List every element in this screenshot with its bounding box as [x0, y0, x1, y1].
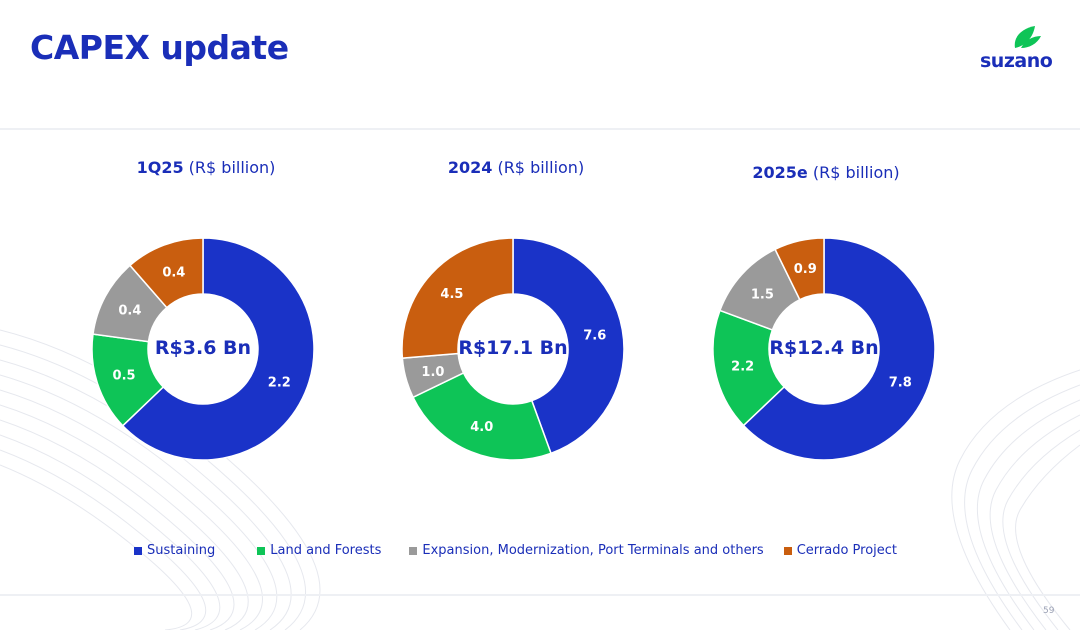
data-label-cerrado: 0.9: [794, 262, 817, 277]
donut-slice-cerrado: [128, 237, 204, 309]
legend-item-sustaining: Sustaining: [134, 543, 215, 558]
data-label-sustaining: 7.8: [889, 376, 912, 391]
data-label-cerrado: 0.4: [162, 265, 185, 280]
legend-item-expansion: Expansion, Modernization, Port Terminals…: [409, 543, 764, 558]
chart-title-unit: (R$ billion): [497, 158, 585, 177]
data-label-expansion: 0.4: [118, 304, 141, 319]
page-title: CAPEX update: [30, 28, 289, 67]
legend-label: Expansion, Modernization, Port Terminals…: [422, 543, 764, 558]
data-label-land-forests: 2.2: [731, 360, 754, 375]
chart-title-period: 1Q25: [136, 158, 184, 177]
legend-label: Sustaining: [147, 543, 216, 558]
chart-legend: Sustaining Land and Forests Expansion, M…: [134, 543, 917, 558]
chart-title-unit: (R$ billion): [812, 163, 900, 182]
divider-top: [0, 128, 1080, 130]
legend-item-cerrado: Cerrado Project: [783, 543, 898, 558]
data-label-land-forests: 4.0: [470, 420, 493, 435]
legend-swatch: [783, 546, 792, 555]
legend-item-land-forests: Land and Forests: [257, 543, 381, 558]
data-label-land-forests: 0.5: [113, 369, 136, 384]
donut-slice-land-forests: [412, 371, 552, 461]
chart-title-2025e: 2025e (R$ billion): [752, 163, 899, 182]
donut-slice-cerrado: [401, 237, 514, 359]
donut-slice-sustaining: [512, 237, 625, 455]
chart-title-period: 2024: [447, 158, 493, 177]
donut-slice-land-forests: [712, 309, 786, 427]
center-label-1q25: R$3.6 Bn: [154, 337, 252, 359]
data-label-expansion: 1.0: [421, 365, 444, 380]
donut-slice-cerrado: [774, 237, 825, 301]
chart-title-unit: (R$ billion): [188, 158, 276, 177]
data-label-sustaining: 7.6: [583, 329, 606, 344]
chart-title-period: 2025e: [752, 163, 808, 182]
brand-logo: suzano: [980, 50, 1053, 72]
donut-slice-sustaining: [742, 237, 936, 461]
legend-label: Land and Forests: [270, 543, 382, 558]
chart-title-2024: 2024 (R$ billion): [448, 158, 584, 177]
chart-title-1q25: 1Q25 (R$ billion): [137, 158, 276, 177]
suzano-leaf-icon: [1014, 26, 1041, 48]
center-label-2024: R$17.1 Bn: [458, 337, 568, 359]
data-label-sustaining: 2.2: [268, 376, 291, 391]
legend-swatch: [409, 546, 418, 555]
legend-swatch: [134, 546, 142, 555]
center-label-2025e: R$12.4 Bn: [769, 337, 879, 359]
data-label-expansion: 1.5: [751, 287, 774, 302]
data-label-cerrado: 4.5: [440, 287, 463, 302]
legend-label: Cerrado Project: [796, 543, 898, 558]
divider-bottom: [0, 594, 1080, 596]
donut-slice-sustaining: [121, 237, 315, 461]
legend-swatch: [257, 546, 266, 555]
page-number: 59: [1043, 606, 1055, 616]
